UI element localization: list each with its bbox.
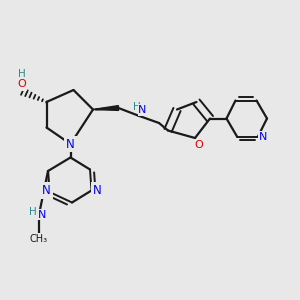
Polygon shape bbox=[93, 106, 118, 110]
Text: N: N bbox=[66, 137, 75, 151]
Text: N: N bbox=[38, 209, 46, 220]
Text: O: O bbox=[17, 79, 26, 89]
Text: N: N bbox=[259, 131, 267, 142]
Text: O: O bbox=[16, 79, 26, 89]
Text: N: N bbox=[92, 184, 101, 197]
Text: H: H bbox=[133, 101, 140, 112]
Text: CH₃: CH₃ bbox=[30, 234, 48, 244]
Text: N: N bbox=[138, 105, 147, 115]
Text: H: H bbox=[18, 68, 26, 79]
Text: O: O bbox=[194, 140, 203, 150]
Text: N: N bbox=[42, 184, 51, 197]
Text: H: H bbox=[29, 207, 37, 217]
